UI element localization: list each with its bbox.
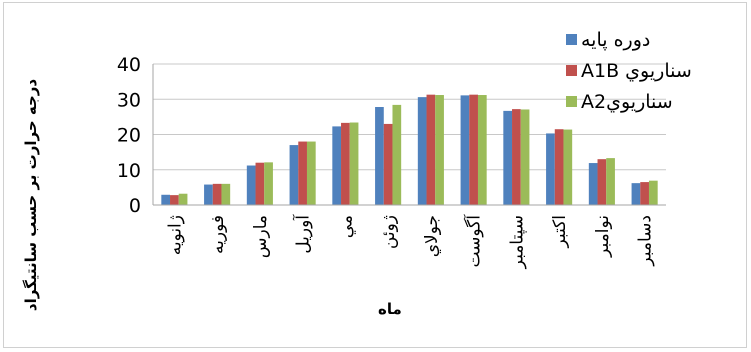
legend-item-a2: سناريويA2: [566, 86, 692, 117]
bar: [170, 195, 179, 205]
legend-swatch-base: [566, 34, 577, 45]
y-tick-label: 40: [117, 54, 141, 76]
bar: [298, 141, 307, 205]
bar: [204, 184, 213, 205]
y-axis-label-container: درجه حرارت بر حسب سانتيگراد: [16, 60, 46, 330]
y-tick-label: 30: [117, 89, 141, 111]
bar: [477, 95, 487, 205]
x-tick-label: جولاي: [422, 215, 442, 257]
bar: [221, 183, 231, 205]
bar: [332, 126, 342, 205]
legend-label-a2: سناريويA2: [581, 90, 673, 113]
x-tick-label: سپتامبر: [507, 215, 527, 269]
x-tick-label: نوامبر: [593, 215, 613, 258]
bar: [606, 158, 615, 205]
legend-label-base: دوره پايه: [581, 28, 651, 51]
bar: [161, 194, 171, 205]
legend-swatch-a2: [566, 96, 577, 107]
bar: [512, 109, 521, 205]
bar: [503, 110, 513, 205]
x-tick-label: مارس: [251, 215, 271, 258]
bar: [435, 95, 444, 205]
x-axis-label: ماه: [378, 300, 402, 318]
x-tick-label: ژوئن: [379, 215, 399, 249]
y-tick-label: 20: [117, 125, 141, 147]
bar: [306, 141, 316, 205]
legend-item-a1b: سناريوي A1B: [566, 55, 692, 86]
bar: [178, 193, 188, 205]
bar: [375, 107, 384, 205]
bar: [520, 109, 530, 205]
bar: [546, 133, 555, 205]
bar: [640, 182, 649, 205]
x-tick-label: اكتبر: [550, 215, 570, 248]
bar: [392, 104, 402, 205]
bar: [426, 94, 436, 205]
y-axis-label: درجه حرارت بر حسب سانتيگراد: [22, 78, 40, 312]
bar: [212, 183, 222, 205]
bar: [597, 159, 607, 205]
y-tick-label: 0: [129, 195, 141, 217]
x-tick-label: دسامبر: [636, 215, 656, 267]
x-tick-label: فوريه: [208, 215, 228, 254]
chart-frame: [3, 2, 747, 348]
x-tick-label: آگوست: [463, 214, 485, 268]
y-tick-label: 10: [117, 160, 141, 182]
bar: [264, 162, 273, 205]
bar: [469, 94, 478, 205]
bar: [554, 129, 564, 205]
bar: [631, 183, 641, 205]
bar: [383, 123, 393, 205]
legend-label-a1b: سناريوي A1B: [581, 59, 692, 82]
bar: [563, 129, 573, 205]
legend-swatch-a1b: [566, 65, 577, 76]
bar: [289, 145, 299, 205]
bar: [648, 180, 658, 205]
bar: [588, 163, 598, 205]
x-tick-label: مي: [336, 215, 356, 238]
bar: [349, 122, 359, 205]
bar: [255, 162, 265, 205]
legend: دوره پايه سناريوي A1B سناريويA2: [566, 24, 692, 117]
bar: [341, 122, 350, 205]
x-tick-label: ژانويه: [165, 215, 185, 255]
bar: [246, 165, 256, 205]
bar: [460, 95, 470, 205]
bar: [417, 97, 427, 205]
x-tick-label: آوريل: [292, 214, 314, 254]
legend-item-base: دوره پايه: [566, 24, 692, 55]
